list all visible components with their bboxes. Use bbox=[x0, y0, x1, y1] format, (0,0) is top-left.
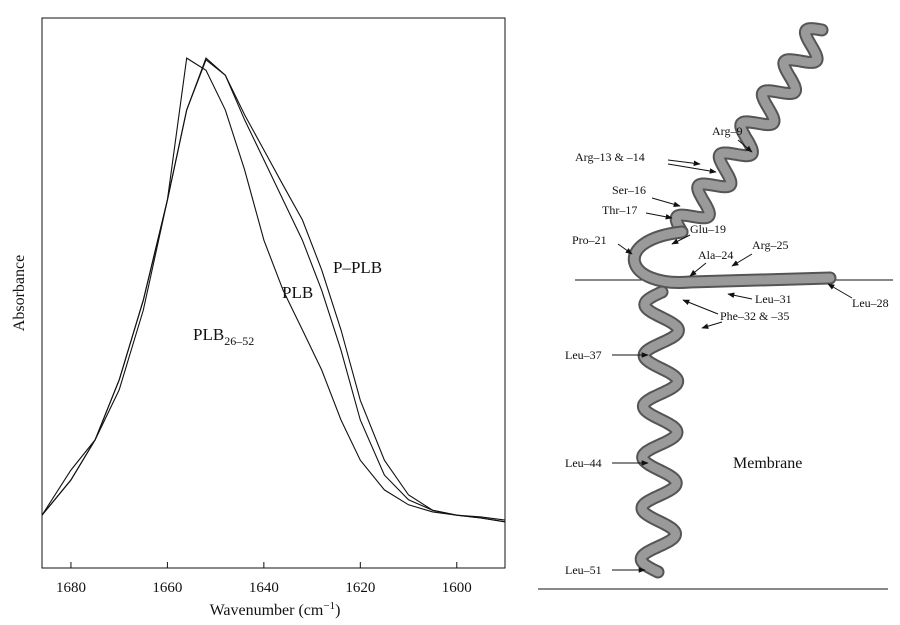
series-label: PLB bbox=[282, 283, 313, 302]
residue-label: Leu–37 bbox=[565, 348, 602, 362]
helix bbox=[627, 22, 837, 579]
residue-arrow bbox=[827, 283, 853, 299]
x-tick-label: 1680 bbox=[56, 580, 86, 596]
residue-label: Arg–9 bbox=[712, 124, 742, 138]
residue-label: Leu–31 bbox=[755, 292, 792, 306]
spectrum-line bbox=[41, 58, 506, 523]
x-axis-label-text: Wavenumber (cm bbox=[210, 602, 324, 619]
residue-label: Ser–16 bbox=[612, 183, 646, 197]
series-name: PLB bbox=[193, 325, 224, 344]
residue-arrow bbox=[671, 234, 691, 245]
x-axis-label-superscript: −1 bbox=[323, 600, 335, 612]
residue-arrow bbox=[731, 253, 753, 267]
y-axis-label: Absorbance bbox=[11, 255, 28, 331]
residue-label: Arg–13 & –14 bbox=[575, 150, 645, 164]
x-axis-label-end: ) bbox=[335, 602, 340, 619]
residue-label: Glu–19 bbox=[690, 222, 726, 236]
series-name: PLB bbox=[282, 283, 313, 302]
residue-arrow bbox=[651, 197, 681, 207]
helix-body bbox=[629, 227, 835, 287]
residue-label: Leu–28 bbox=[852, 296, 889, 310]
x-tick-label: 1600 bbox=[442, 580, 472, 596]
x-tick-label: 1640 bbox=[249, 580, 279, 596]
x-tick-label: 1660 bbox=[152, 580, 182, 596]
residue-arrow bbox=[617, 243, 633, 255]
residue-arrow bbox=[701, 321, 723, 329]
residue-arrow bbox=[667, 159, 701, 166]
residue-arrow bbox=[737, 139, 753, 153]
residue-label: Leu–51 bbox=[565, 563, 602, 577]
spectrum-line bbox=[41, 57, 506, 521]
x-axis-label: Wavenumber (cm−1) bbox=[210, 600, 341, 619]
residue-label: Thr–17 bbox=[602, 203, 637, 217]
residue-arrow bbox=[645, 212, 673, 220]
residue-arrow bbox=[689, 262, 707, 277]
region-label: Membrane bbox=[733, 455, 802, 472]
series-label: P–PLB bbox=[333, 258, 382, 277]
residue-label: Arg–25 bbox=[752, 238, 788, 252]
plot-frame bbox=[41, 17, 506, 569]
residue-label: Leu–44 bbox=[565, 456, 602, 470]
residue-arrow bbox=[682, 299, 719, 315]
residue-label: Ala–24 bbox=[698, 248, 733, 262]
helix-body bbox=[671, 24, 827, 237]
residue-arrow bbox=[667, 163, 717, 174]
spectrum-line bbox=[41, 57, 506, 523]
residue-label: Pro–21 bbox=[572, 233, 607, 247]
residue-arrow bbox=[727, 292, 753, 300]
helix-body bbox=[636, 287, 683, 577]
x-tick-label: 1620 bbox=[345, 580, 375, 596]
series-label: PLB26–52 bbox=[193, 325, 254, 348]
series-name: P–PLB bbox=[333, 258, 382, 277]
series-name-subscript: 26–52 bbox=[224, 334, 254, 348]
residue-label: Phe–32 & –35 bbox=[720, 309, 789, 323]
